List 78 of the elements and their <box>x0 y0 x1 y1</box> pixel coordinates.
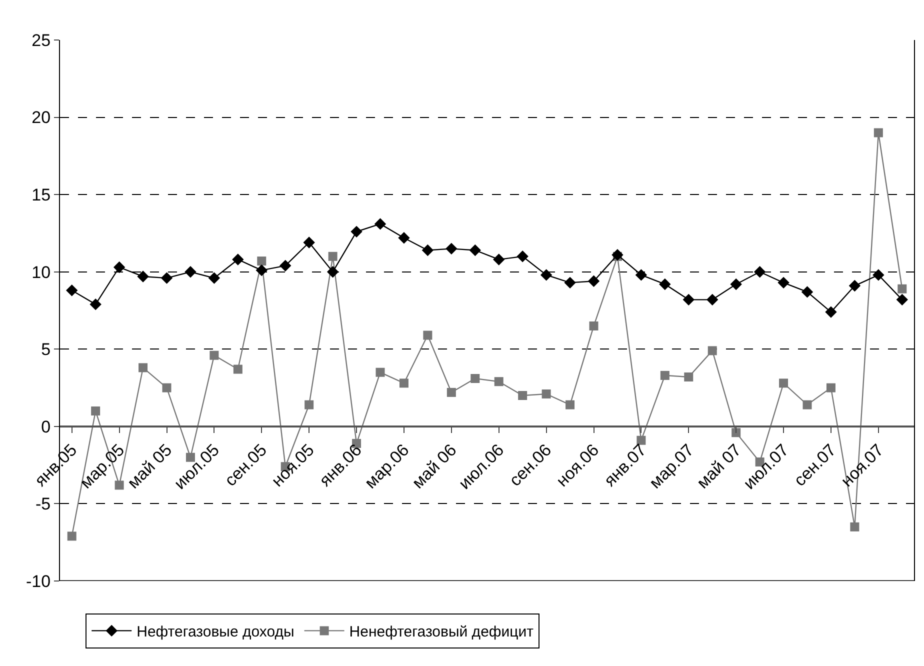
point <box>564 276 576 289</box>
point <box>872 269 884 281</box>
point <box>825 306 837 318</box>
point <box>280 260 292 272</box>
y-tick-label: 0 <box>41 417 51 436</box>
point <box>67 532 76 541</box>
y-tick-label: 10 <box>32 262 51 282</box>
point <box>684 372 694 382</box>
point <box>730 278 742 290</box>
x-tick-label: май 07 <box>693 440 745 492</box>
point <box>208 272 220 284</box>
point <box>542 389 551 398</box>
point <box>326 266 339 278</box>
point <box>66 284 78 296</box>
point <box>469 244 481 256</box>
point <box>304 400 314 410</box>
point <box>682 294 694 306</box>
point <box>160 272 173 284</box>
point <box>422 244 434 256</box>
point <box>898 284 907 294</box>
point <box>493 254 505 266</box>
point <box>374 218 386 230</box>
x-tick-label: май 05 <box>124 440 176 492</box>
point <box>732 428 741 438</box>
point <box>588 275 600 287</box>
point <box>232 254 244 266</box>
point <box>184 266 196 278</box>
point <box>896 294 908 306</box>
point <box>233 364 242 374</box>
point <box>850 522 860 532</box>
point <box>256 264 268 276</box>
y-tick-label: -5 <box>35 494 51 514</box>
point <box>137 270 149 282</box>
point <box>874 128 883 138</box>
point <box>376 368 385 377</box>
y-tick-label: 5 <box>41 340 51 360</box>
point <box>754 266 766 278</box>
point <box>138 363 148 372</box>
point <box>518 391 528 400</box>
point <box>398 232 410 244</box>
legend-label: Ненефтегазовый дефицит <box>349 624 534 641</box>
point <box>210 350 219 360</box>
point <box>162 383 172 392</box>
point <box>423 330 432 340</box>
point <box>801 286 814 298</box>
point <box>612 249 624 261</box>
point <box>303 236 315 248</box>
y-tick-label: 15 <box>32 186 51 205</box>
point <box>350 226 362 238</box>
point <box>446 388 456 397</box>
point <box>589 321 598 330</box>
point <box>90 298 102 310</box>
point <box>494 377 504 386</box>
point <box>257 256 266 266</box>
point <box>328 252 338 261</box>
point <box>113 261 126 274</box>
point <box>446 242 458 255</box>
point <box>802 400 812 410</box>
point <box>540 269 552 281</box>
point <box>91 406 100 416</box>
point <box>566 400 575 410</box>
legend-label: Нефтегазовые доходы <box>136 624 294 641</box>
y-tick-label: 20 <box>32 108 51 128</box>
point <box>470 374 480 384</box>
point <box>660 370 670 380</box>
x-tick-label: май 06 <box>408 440 460 492</box>
point <box>779 378 788 388</box>
point <box>708 346 717 356</box>
point <box>826 383 836 392</box>
point <box>778 276 790 289</box>
point <box>516 250 528 262</box>
y-tick-label: -10 <box>26 572 51 591</box>
point <box>848 280 861 292</box>
point <box>399 378 408 388</box>
y-tick-label: 25 <box>32 30 51 50</box>
point <box>635 269 648 281</box>
point <box>659 278 671 290</box>
point <box>706 294 718 306</box>
